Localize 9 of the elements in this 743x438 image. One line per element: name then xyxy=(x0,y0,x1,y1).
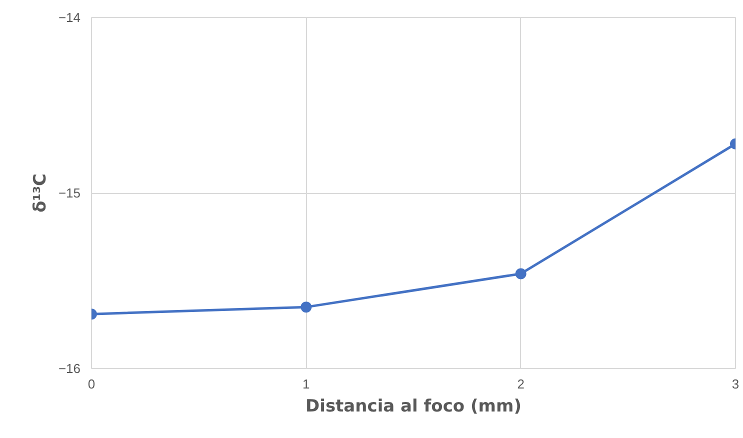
y-tick-label: −16 xyxy=(58,361,81,376)
y-tick-label: −15 xyxy=(58,186,81,200)
x-axis-title: Distancia al foco (mm) xyxy=(306,396,522,416)
x-tick-label: 2 xyxy=(517,376,524,392)
x-tick-label: 0 xyxy=(88,376,96,392)
x-tick-label: 1 xyxy=(302,376,310,392)
y-tick-label: −14 xyxy=(58,10,81,25)
x-tick-label: 3 xyxy=(732,376,740,392)
y-axis-title: δ¹³C xyxy=(30,173,50,213)
